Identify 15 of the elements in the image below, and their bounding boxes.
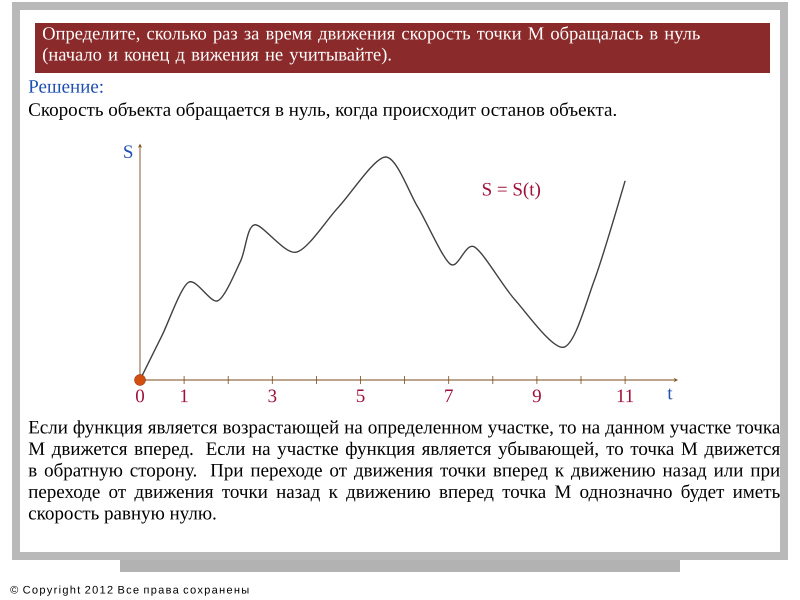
x-tick-label: 0 <box>136 390 144 402</box>
x-tick-label: 3 <box>268 390 276 402</box>
annotation: S = S(t) <box>482 182 540 200</box>
text: © Copyright 2012 Все права сохранены <box>10 586 248 596</box>
y-axis-title: S <box>124 145 132 158</box>
chart-title: Определите, сколько раз за время движения скорость точки М обращалась в нуль (начало и конец д вижения не учитывайте). <box>42 26 700 64</box>
x-tick-label: 11 <box>618 390 634 402</box>
text: Если функция является возрастающей на определенном участке, то на данном участке точка М движется вперед. Если на участке функция является убывающей, то точка М движется в обратную сторону. При переходе от движения точки вперед к движению назад или при переходе от движения точки назад к движению вперед точка М однозначно будет иметь скорость равную нулю. <box>28 420 780 524</box>
x-tick-label: 9 <box>532 390 541 402</box>
x-tick-label: 5 <box>356 390 365 402</box>
x-tick-label: 7 <box>445 390 453 402</box>
x-tick-label: 1 <box>181 390 188 402</box>
chart-subtitle: Решение: <box>28 80 103 93</box>
text: Скорость объекта обращается в нуль, когда происходит останов объекта. <box>28 102 616 120</box>
x-axis-title: t <box>668 388 672 400</box>
